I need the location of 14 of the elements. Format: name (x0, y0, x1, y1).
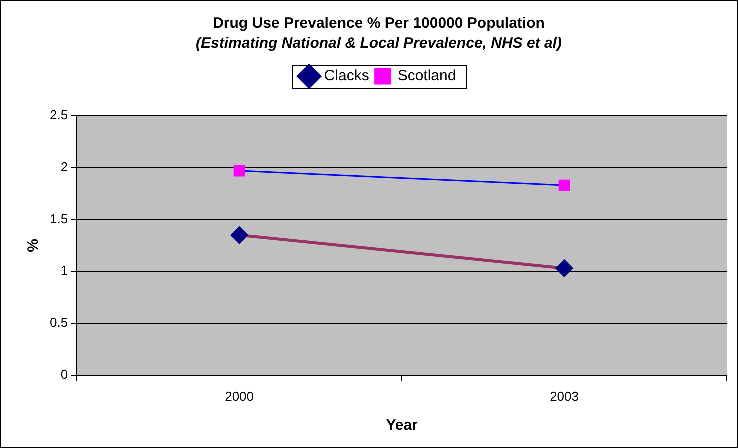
x-tick-label: 2003 (550, 388, 579, 404)
y-tick-label: 2.5 (50, 108, 68, 123)
y-tick-label: 2 (60, 159, 68, 174)
legend-label: Clacks (324, 68, 370, 85)
x-tick-label: 2000 (225, 388, 254, 404)
y-tick-label: 0 (60, 366, 68, 382)
y-tick-label: 1.5 (50, 211, 68, 226)
legend-label: Scotland (398, 68, 456, 85)
x-axis-title: Year (386, 417, 418, 434)
chart-subtitle: (Estimating National & Local Prevalence, NHS et al) (196, 35, 562, 52)
chart-title: Drug Use Prevalence % Per 100000 Population (213, 15, 545, 32)
y-tick-label: 1 (60, 263, 68, 278)
y-axis-title: % (25, 239, 42, 252)
y-tick-label: 0.5 (50, 315, 68, 330)
